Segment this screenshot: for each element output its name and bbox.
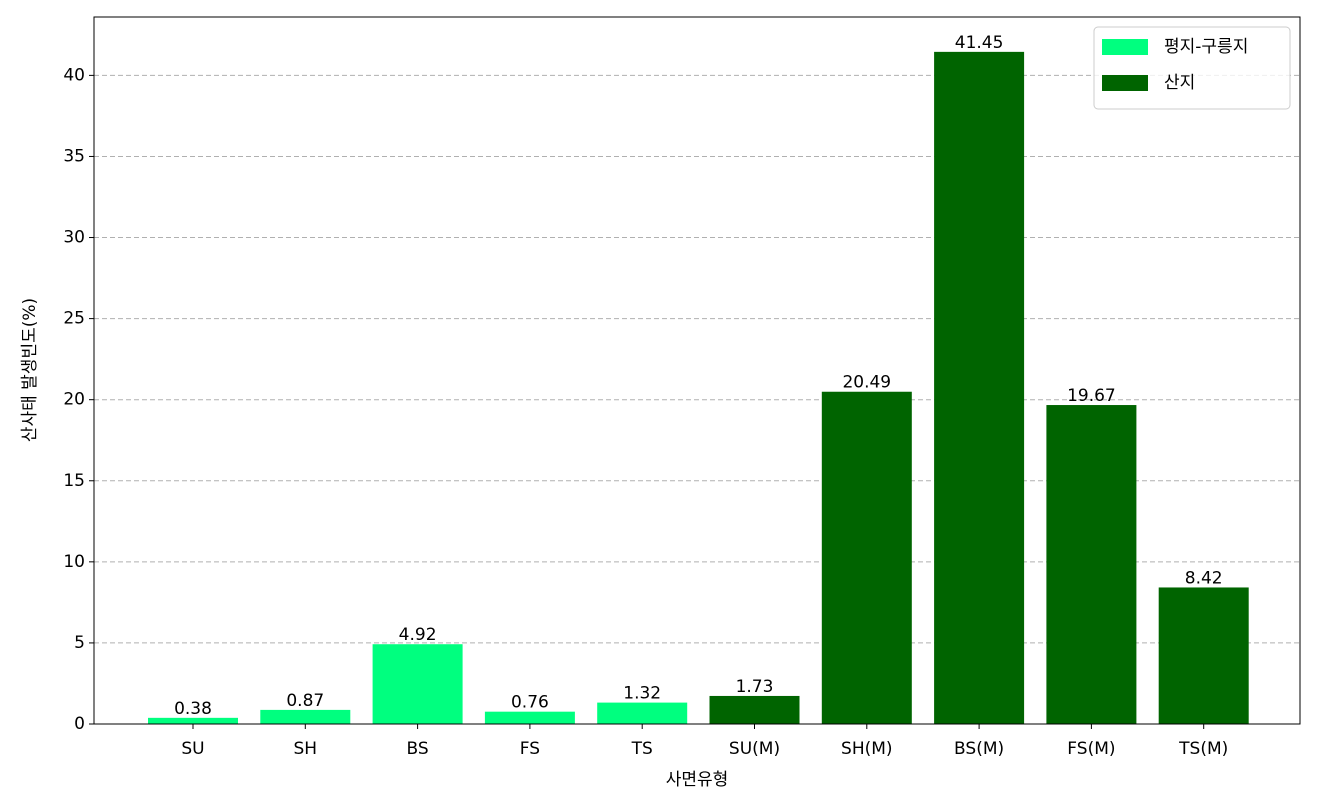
data-label: 4.92 [399,625,437,645]
data-label: 20.49 [842,373,891,393]
legend-swatch [1102,39,1148,55]
y-axis-label: 산사태 발생빈도(%) [20,298,40,442]
x-tick-label: FS [520,739,540,759]
x-tick-label: BS [407,739,429,759]
legend-label: 산지 [1164,73,1195,93]
data-label: 41.45 [955,33,1004,53]
bar [148,717,238,724]
x-tick-label: TS [631,739,653,759]
plot-frame [93,16,1301,725]
bar [372,644,463,724]
x-tick-label: FS(M) [1067,739,1115,759]
data-label: 1.32 [623,684,661,704]
data-label: 1.73 [736,677,774,697]
y-tick-label: 10 [63,552,85,572]
x-axis-label: 사면유형 [666,770,729,790]
bar [260,709,351,724]
y-tick-label: 5 [74,633,85,653]
y-tick-label: 40 [63,65,85,85]
y-tick-label: 35 [63,146,85,166]
y-tick-label: 25 [63,309,85,329]
legend-swatch [1102,75,1148,91]
y-tick-label: 15 [63,471,85,491]
data-label: 19.67 [1067,386,1116,406]
bar [821,391,912,724]
legend-label: 평지-구릉지 [1164,37,1248,57]
x-tick-label: SU [181,739,204,759]
x-tick-label: BS(M) [954,739,1004,759]
y-tick-label: 0 [74,714,85,734]
data-label: 0.87 [286,691,324,711]
bar [1158,587,1249,724]
y-tick-label: 20 [63,390,85,410]
bar [484,711,575,724]
x-tick-label: TS(M) [1178,739,1228,759]
bar [934,51,1025,725]
data-label: 8.42 [1185,568,1223,588]
bar [1046,405,1137,724]
data-label: 0.76 [511,693,549,713]
x-tick-label: SU(M) [729,739,780,759]
y-tick-label: 30 [63,228,85,248]
data-label: 0.38 [174,699,212,719]
bar [597,702,688,724]
bar [709,695,800,724]
x-tick-label: SH(M) [841,739,893,759]
x-tick-label: SH [294,739,318,759]
